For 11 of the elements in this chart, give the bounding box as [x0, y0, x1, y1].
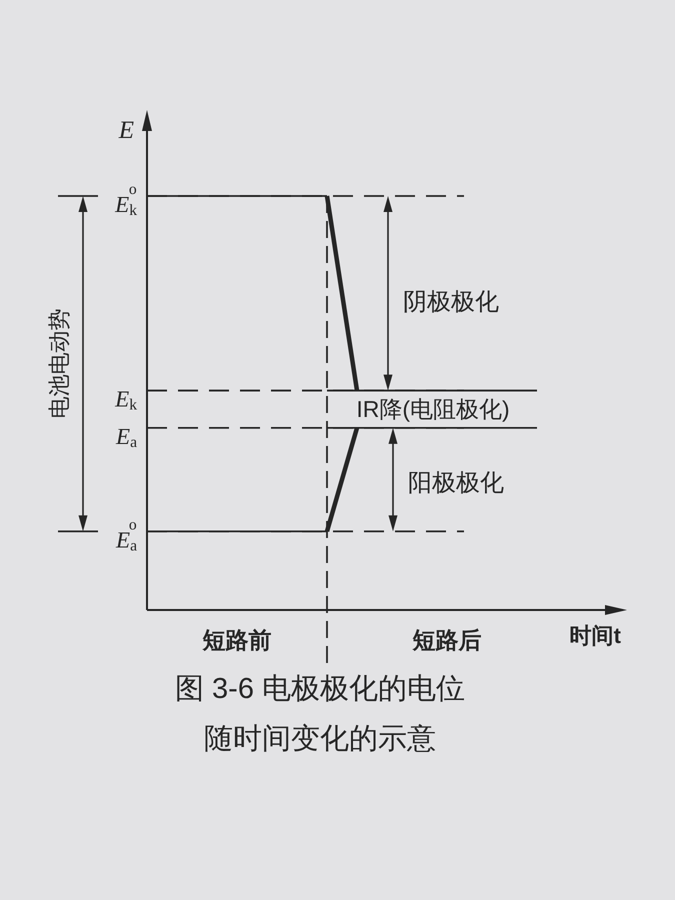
y-axis-title: E	[118, 117, 134, 144]
text: 图 3-6 电极极化的电位随时间变化的示意	[174, 673, 466, 755]
annotation: 阳极极化	[408, 470, 504, 496]
ref-line-label: E$_{a}$	[115, 424, 138, 451]
x-tick-label: 短路后	[412, 627, 482, 653]
text: 电池电动势	[46, 308, 72, 419]
x-tick-label: 短路前	[202, 627, 272, 653]
annotation: 阴极极化	[403, 288, 499, 316]
x-axis-title: 时间t	[570, 623, 622, 648]
ref-line-label: E$_{k}$	[114, 386, 138, 414]
annotation: IR降(电阻极化)	[356, 396, 510, 422]
